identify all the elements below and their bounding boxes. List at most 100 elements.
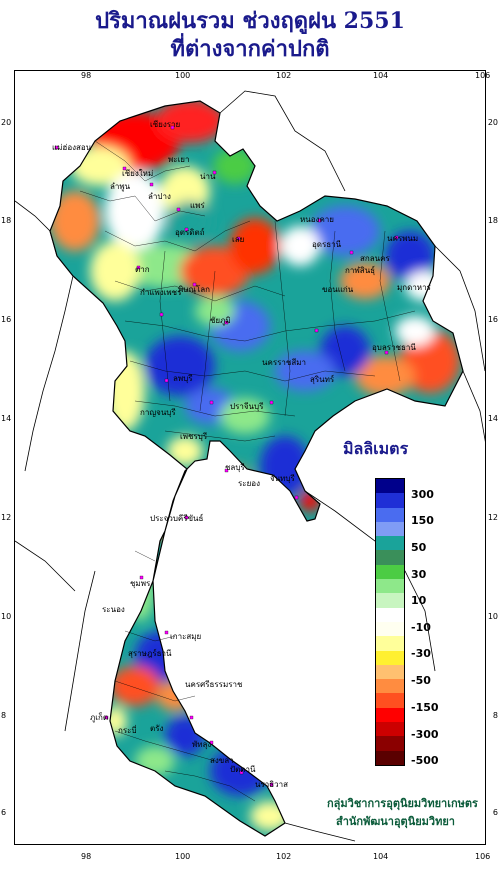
lat-tick-left-8: 8 [1, 711, 7, 720]
thailand-outline [49, 100, 464, 837]
lat-tick-right-12: 12 [487, 513, 498, 522]
legend-swatch [376, 521, 404, 537]
lon-tick-bottom-104: 104 [373, 852, 389, 861]
legend-swatch [376, 579, 404, 594]
legend-swatch [376, 636, 404, 651]
legend-swatch [376, 650, 404, 665]
province-label: นครศรีธรรมราช [185, 680, 243, 689]
legend-swatch [376, 536, 404, 551]
map-title-line2: ที่ต่างจากค่าปกติ [170, 36, 330, 62]
legend-swatch [376, 493, 404, 508]
province-label: ลำปาง [148, 192, 171, 201]
province-label: พะเยา [168, 155, 190, 164]
legend-label: -30 [411, 647, 431, 660]
legend-label: -50 [411, 674, 431, 687]
legend-label: 10 [411, 594, 427, 607]
province-label: กาฬสินธุ์ [345, 266, 376, 275]
legend-label: 30 [411, 568, 427, 581]
legend-label: -300 [411, 728, 439, 741]
legend-swatch [376, 693, 404, 708]
lon-tick-top-102: 102 [276, 71, 292, 80]
legend-swatch [376, 479, 404, 494]
map-title-line1: ปริมาณฝนรวม ช่วงฤดูฝน 2551 [95, 8, 405, 34]
legend-swatch [376, 507, 404, 522]
legend-swatch [376, 550, 404, 565]
province-label: ปัตตานี [230, 765, 256, 774]
lat-tick-left-6: 6 [1, 808, 7, 817]
lat-tick-right-14: 14 [487, 414, 498, 423]
province-label: หนองคาย [300, 215, 334, 224]
province-label: สงขลา [210, 756, 234, 765]
legend-label: 50 [411, 541, 427, 554]
lat-tick-left-16: 16 [1, 315, 12, 324]
province-label: เกาะสมุย [170, 632, 202, 641]
province-label: กระบี่ [118, 726, 137, 735]
province-label: แม่ฮ่องสอน [52, 143, 92, 152]
province-label: ประจวบคีรีขันธ์ [150, 514, 204, 523]
credit-line1: กลุ่มวิชาการอุตุนิยมวิทยาเกษตร [327, 797, 478, 810]
province-label: ลพบุรี [173, 374, 193, 383]
legend-colorbar [375, 478, 405, 766]
legend-swatch [376, 621, 404, 637]
province-label: กาญจนบุรี [140, 408, 176, 417]
legend-swatch [376, 707, 404, 723]
province-label: นครราชสีมา [262, 358, 306, 367]
lat-tick-right-10: 10 [487, 612, 498, 621]
province-label: ชุมพร [130, 579, 151, 588]
legend-swatch [376, 564, 404, 580]
legend-label: -150 [411, 701, 439, 714]
legend-title: มิลลิเมตร [343, 439, 409, 458]
province-label: ขอนแก่น [322, 285, 354, 294]
lat-tick-left-20: 20 [1, 118, 12, 127]
lat-tick-left-14: 14 [1, 414, 12, 423]
province-label: ตรัง [150, 724, 164, 733]
province-label: ปราจีนบุรี [230, 402, 264, 411]
province-label: สกลนคร [360, 254, 390, 263]
legend-label: -10 [411, 621, 431, 634]
province-label: เชียงราย [150, 120, 181, 129]
province-label: ชัยภูมิ [210, 316, 231, 325]
lat-tick-right-18: 18 [487, 216, 498, 225]
province-boundaries [79, 140, 416, 802]
province-label: นราธิวาส [255, 780, 289, 789]
lat-tick-right-20: 20 [487, 118, 498, 127]
province-label: ภูเก็ต [90, 713, 109, 722]
province-label: เลย [232, 235, 245, 244]
lon-tick-bottom-106: 106 [475, 852, 491, 861]
lon-tick-top-104: 104 [373, 71, 389, 80]
province-label: จันทบุรี [270, 474, 295, 483]
province-label: ระนอง [102, 605, 125, 614]
province-label: อุดรธานี [312, 240, 342, 249]
legend-swatch [376, 750, 404, 765]
province-label: อุตรดิตถ์ [175, 228, 205, 237]
lat-tick-left-10: 10 [1, 612, 12, 621]
province-label: สุรินทร์ [310, 375, 335, 384]
province-label: น่าน [200, 172, 216, 181]
legend-swatch [376, 593, 404, 608]
lon-tick-top-98: 98 [81, 71, 92, 80]
province-label: เชียงใหม่ [122, 169, 154, 178]
lon-tick-bottom-98: 98 [81, 852, 92, 861]
province-label: ลำพูน [110, 182, 131, 191]
province-label: สุราษฎร์ธานี [128, 649, 172, 658]
province-label: มุกดาหาร [397, 283, 431, 292]
lon-tick-top-100: 100 [175, 71, 191, 80]
province-label: นครพนม [387, 234, 419, 243]
credit-line2: สำนักพัฒนาอุตุนิยมวิทยา [336, 815, 455, 828]
legend-label: 150 [411, 514, 434, 527]
legend-swatch [376, 679, 404, 694]
lat-tick-right-16: 16 [487, 315, 498, 324]
lat-tick-left-12: 12 [1, 513, 12, 522]
lon-tick-top-106: 106 [475, 71, 491, 80]
province-label: เพชรบุรี [180, 432, 208, 441]
province-label: อุบลราชธานี [372, 343, 416, 352]
rainfall-anomaly-map [15, 90, 485, 842]
lat-tick-left-18: 18 [1, 216, 12, 225]
province-label: กำแพงเพชร [140, 288, 182, 297]
lon-tick-bottom-102: 102 [276, 852, 292, 861]
legend-swatch [376, 607, 404, 622]
province-label: แพร่ [190, 201, 205, 210]
province-label: พิษณุโลก [178, 285, 211, 294]
legend-swatch [376, 722, 404, 737]
legend-label: -500 [411, 754, 439, 767]
